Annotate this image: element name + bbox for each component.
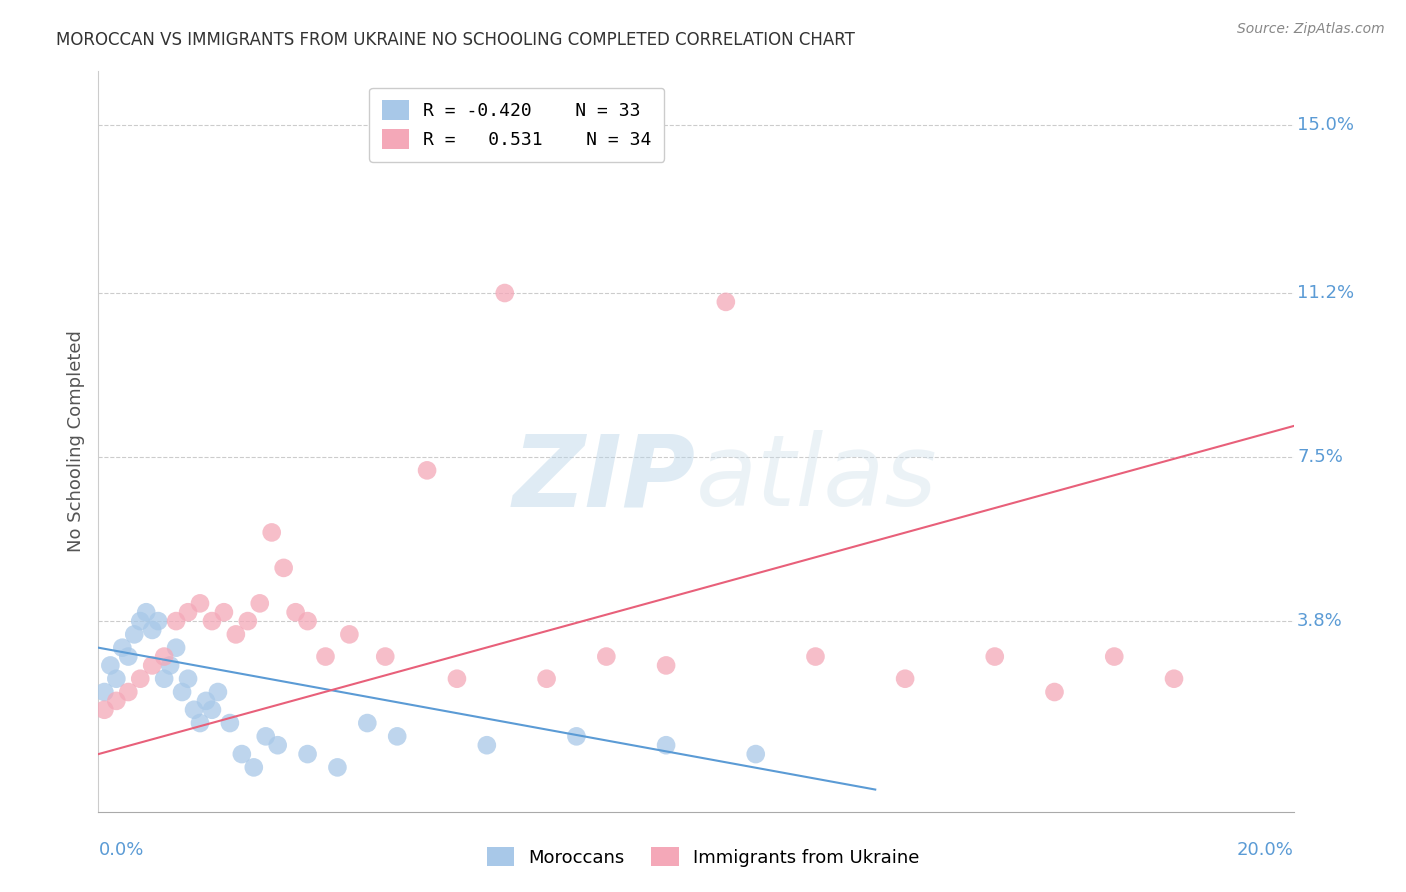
Point (188, 716, 211, 731)
Point (260, 525, 283, 540)
Point (804, 649, 827, 664)
Point (326, 760, 349, 774)
Text: 15.0%: 15.0% (1298, 116, 1354, 134)
Point (416, 463, 439, 477)
Text: 0.0%: 0.0% (98, 841, 143, 859)
Point (1043, 685, 1066, 699)
Point (356, 716, 378, 731)
Point (1104, 649, 1126, 664)
Text: 7.5%: 7.5% (1298, 448, 1343, 466)
Text: 3.8%: 3.8% (1298, 612, 1343, 630)
Text: Source: ZipAtlas.com: Source: ZipAtlas.com (1237, 22, 1385, 37)
Point (124, 627, 146, 641)
Point (254, 730, 277, 744)
Point (201, 703, 224, 717)
Y-axis label: No Schooling Completed: No Schooling Completed (66, 331, 84, 552)
Text: 11.2%: 11.2% (1298, 284, 1354, 302)
Point (714, 294, 737, 309)
Point (1163, 672, 1185, 686)
Point (148, 614, 170, 628)
Point (207, 685, 229, 699)
Point (273, 561, 295, 575)
Point (385, 730, 409, 744)
Point (536, 672, 558, 686)
Point (201, 614, 224, 628)
Point (339, 627, 361, 641)
Point (446, 672, 468, 686)
Point (655, 658, 678, 673)
Point (141, 623, 163, 637)
Legend: R = -0.420    N = 33, R =   0.531    N = 34: R = -0.420 N = 33, R = 0.531 N = 34 (370, 87, 664, 161)
Point (177, 672, 200, 686)
Point (231, 747, 253, 761)
Text: 20.0%: 20.0% (1237, 841, 1294, 859)
Point (135, 605, 157, 619)
Point (129, 614, 152, 628)
Point (297, 614, 319, 628)
Point (159, 658, 181, 673)
Point (153, 649, 176, 664)
Point (249, 596, 271, 610)
Point (183, 703, 205, 717)
Point (745, 747, 768, 761)
Point (595, 649, 617, 664)
Point (374, 649, 396, 664)
Point (105, 672, 128, 686)
Point (284, 605, 307, 619)
Point (93, 703, 115, 717)
Legend: Moroccans, Immigrants from Ukraine: Moroccans, Immigrants from Ukraine (479, 840, 927, 874)
Point (165, 614, 187, 628)
Text: MOROCCAN VS IMMIGRANTS FROM UKRAINE NO SCHOOLING COMPLETED CORRELATION CHART: MOROCCAN VS IMMIGRANTS FROM UKRAINE NO S… (56, 31, 855, 49)
Point (98, 658, 122, 673)
Point (93, 685, 115, 699)
Point (141, 658, 163, 673)
Point (212, 605, 235, 619)
Point (111, 640, 134, 655)
Point (475, 738, 498, 752)
Point (243, 760, 266, 774)
Point (117, 649, 139, 664)
Point (129, 672, 152, 686)
Point (219, 716, 242, 731)
Point (117, 685, 139, 699)
Point (165, 640, 187, 655)
Point (188, 596, 211, 610)
Point (195, 694, 218, 708)
Point (225, 627, 247, 641)
Point (655, 738, 678, 752)
Point (153, 672, 176, 686)
Text: atlas: atlas (696, 430, 938, 527)
Point (267, 738, 290, 752)
Point (172, 685, 194, 699)
Point (236, 614, 259, 628)
Text: ZIP: ZIP (513, 430, 696, 527)
Point (177, 605, 200, 619)
Point (494, 286, 516, 301)
Point (105, 694, 128, 708)
Point (565, 730, 588, 744)
Point (894, 672, 917, 686)
Point (984, 649, 1007, 664)
Point (297, 747, 319, 761)
Point (315, 649, 337, 664)
